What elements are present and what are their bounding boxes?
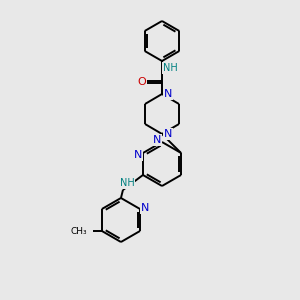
- Text: N: N: [164, 89, 172, 99]
- Text: N: N: [164, 129, 172, 139]
- Text: O: O: [138, 77, 146, 87]
- Text: N: N: [134, 150, 142, 160]
- Text: N: N: [141, 203, 149, 213]
- Text: NH: NH: [163, 63, 177, 73]
- Text: N: N: [153, 135, 161, 145]
- Text: CH₃: CH₃: [70, 226, 87, 236]
- Text: NH: NH: [120, 178, 134, 188]
